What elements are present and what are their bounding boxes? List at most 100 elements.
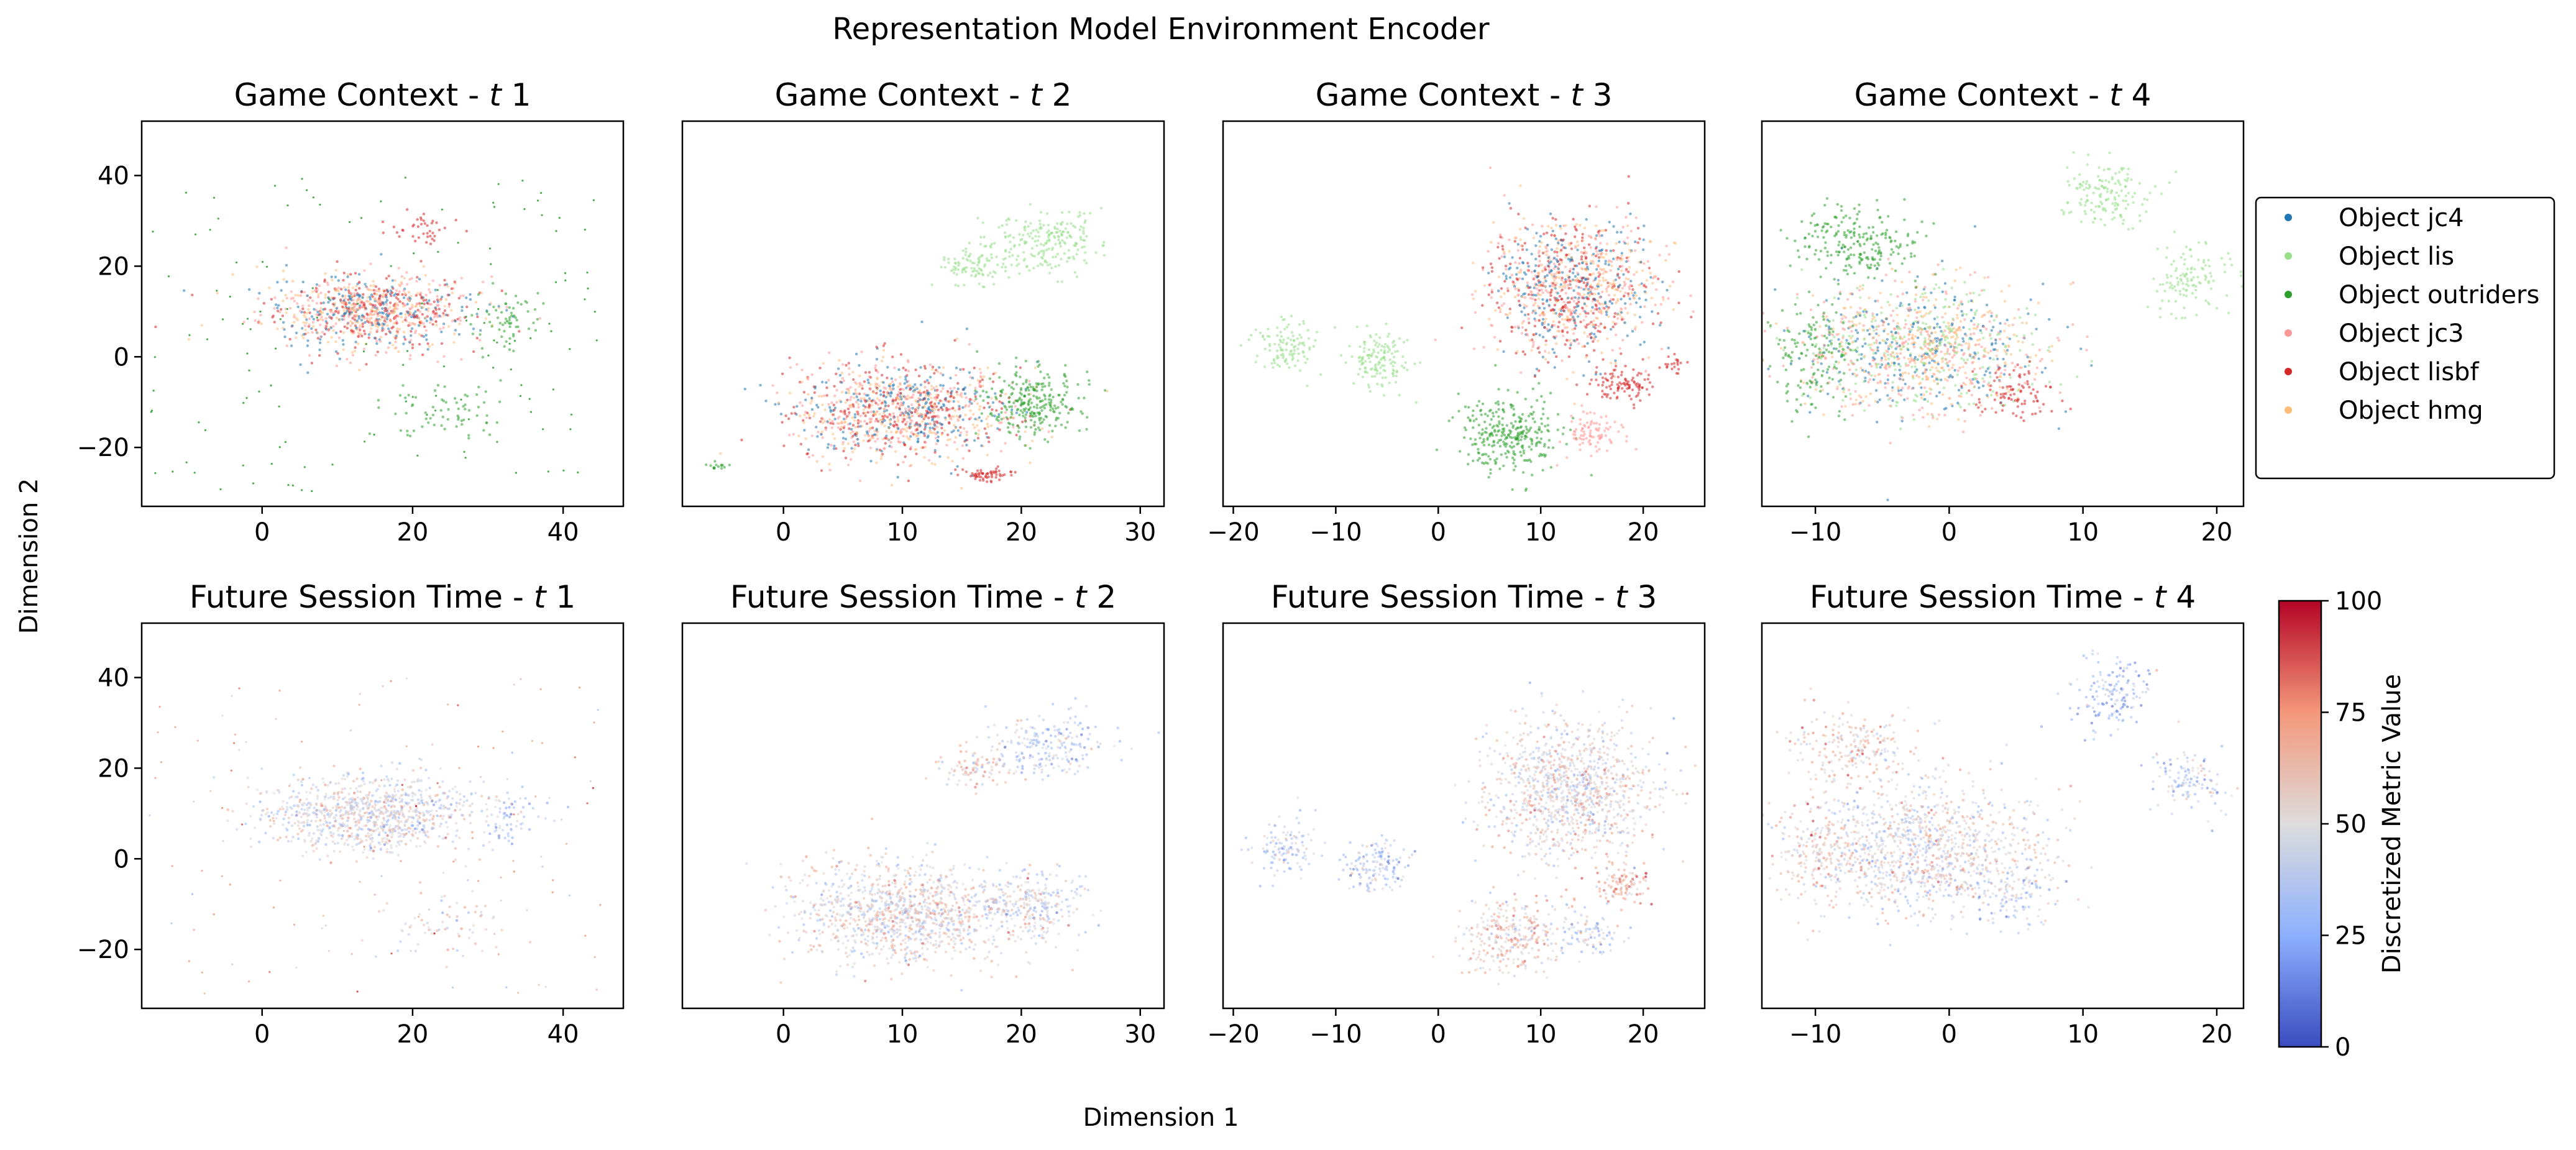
data-point <box>555 281 557 283</box>
data-point <box>510 321 513 325</box>
data-point <box>1600 229 1603 232</box>
data-point <box>1019 239 1022 242</box>
data-point <box>315 301 319 305</box>
data-point <box>803 413 806 416</box>
data-point <box>1057 264 1061 267</box>
data-point <box>1506 388 1510 392</box>
data-point <box>1514 465 1517 468</box>
data-point <box>1498 257 1501 260</box>
data-point <box>1583 432 1586 436</box>
data-point <box>326 281 329 285</box>
data-point <box>930 396 933 399</box>
data-point <box>401 384 405 387</box>
data-point <box>849 431 853 435</box>
data-point <box>1615 242 1618 245</box>
data-point <box>882 349 886 352</box>
data-point <box>1384 376 1387 379</box>
data-point <box>357 331 360 334</box>
data-point <box>1513 237 1517 240</box>
data-point <box>1538 426 1541 429</box>
data-point <box>1482 345 1485 349</box>
data-point <box>1574 324 1577 327</box>
data-point <box>429 417 432 420</box>
data-point <box>1556 247 1559 250</box>
data-point <box>1625 257 1628 260</box>
data-point <box>1518 262 1521 265</box>
data-point <box>863 396 866 400</box>
data-point <box>1554 224 1558 227</box>
data-point <box>872 391 876 394</box>
data-point <box>1469 437 1472 440</box>
data-point <box>984 244 988 248</box>
data-point <box>242 321 245 324</box>
data-point <box>1289 338 1293 342</box>
data-point <box>1017 262 1020 266</box>
data-point <box>969 402 972 406</box>
data-point <box>1007 217 1010 221</box>
data-point <box>1629 280 1633 283</box>
data-point <box>187 338 190 341</box>
title-prefix: Game Context - <box>775 77 1030 113</box>
data-point <box>458 322 461 326</box>
data-point <box>1625 268 1628 271</box>
data-point <box>302 336 305 339</box>
data-point <box>1539 437 1543 440</box>
data-point <box>1526 281 1529 285</box>
data-point <box>1561 288 1564 291</box>
data-point <box>904 375 907 378</box>
data-point <box>1587 360 1591 363</box>
data-point <box>362 347 366 350</box>
data-point <box>1035 403 1038 406</box>
data-point <box>1357 373 1360 376</box>
data-point <box>1547 446 1550 449</box>
data-point <box>1032 267 1035 270</box>
data-point <box>855 395 858 398</box>
data-point <box>954 283 957 286</box>
title-variable: t <box>1570 77 1584 113</box>
data-point <box>1914 298 1917 301</box>
data-point <box>1599 372 1602 376</box>
data-point <box>1621 339 1625 342</box>
data-point <box>875 345 878 349</box>
data-point <box>1004 250 1007 253</box>
x-tick-label: −20 <box>1207 518 1259 547</box>
data-point <box>1025 378 1028 382</box>
data-point <box>1589 429 1592 432</box>
data-point <box>1564 265 1567 268</box>
data-point <box>1014 470 1017 474</box>
data-point <box>1605 427 1608 430</box>
data-point <box>908 416 911 419</box>
data-point <box>1672 308 1675 311</box>
data-point <box>1564 326 1567 329</box>
data-point <box>1578 280 1582 283</box>
data-point <box>1566 318 1569 322</box>
data-point <box>1047 229 1050 232</box>
data-point <box>1646 260 1649 263</box>
data-point <box>442 326 445 329</box>
data-point <box>821 455 825 459</box>
data-point <box>1632 294 1635 297</box>
data-point <box>1075 275 1079 278</box>
data-point <box>369 331 372 334</box>
data-point <box>296 294 300 297</box>
data-point <box>1602 229 1606 232</box>
data-point <box>1024 430 1027 433</box>
data-point <box>1529 460 1533 463</box>
data-point <box>450 309 453 312</box>
data-point <box>1625 216 1628 219</box>
data-point <box>1022 259 1025 262</box>
data-point <box>956 419 960 422</box>
data-point <box>947 439 950 442</box>
data-point <box>594 311 596 313</box>
data-point <box>373 433 375 436</box>
data-point <box>1075 253 1078 256</box>
data-point <box>876 370 879 373</box>
data-point <box>362 317 366 320</box>
data-point <box>1018 243 1021 247</box>
data-point <box>1616 273 1620 276</box>
data-point <box>771 384 774 387</box>
data-point <box>976 418 979 421</box>
data-point <box>1592 349 1596 352</box>
data-point <box>1872 341 1876 345</box>
data-point <box>1519 268 1523 272</box>
